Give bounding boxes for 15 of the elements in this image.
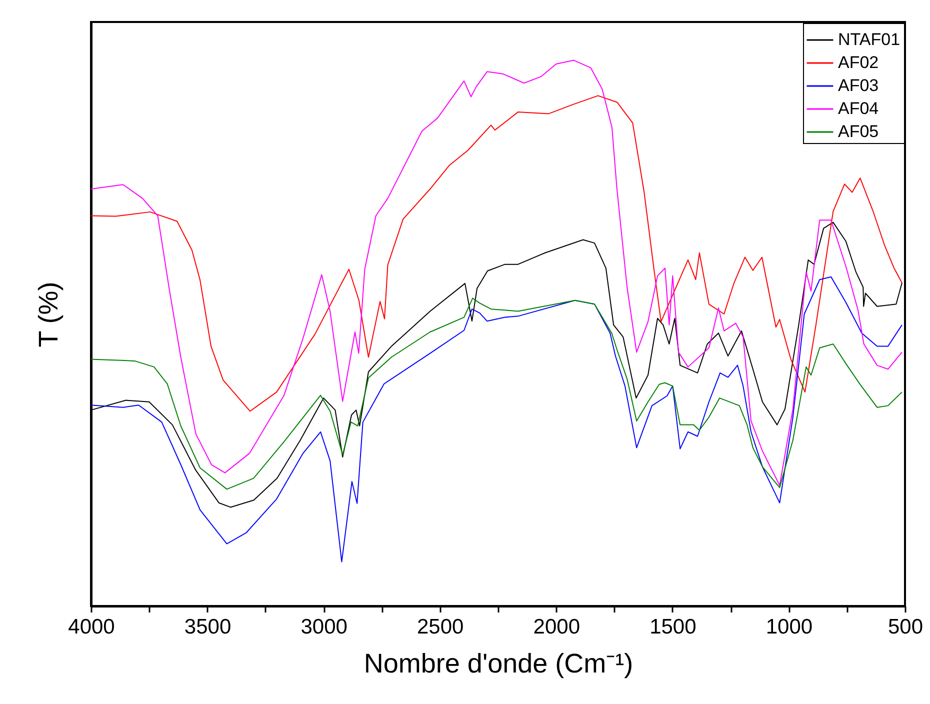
y-axis-title: T (%) [34,282,64,348]
x-axis-title: Nombre d'onde (Cm⁻¹) [364,648,634,678]
legend-label: AF05 [838,122,879,141]
x-tick-label: 3500 [184,616,232,638]
x-tick-label: 2500 [417,616,464,638]
legend-label: AF04 [838,99,879,118]
x-tick-label: 1500 [650,616,696,638]
x-tick-label: 4000 [68,616,115,638]
x-tick-label: 500 [888,616,924,638]
x-tick-label: 3000 [300,616,348,638]
legend-label: AF02 [838,53,879,72]
legend-label: NTAF01 [838,30,900,49]
x-tick-label: 1000 [766,616,813,638]
x-tick-label: 2000 [533,616,580,638]
legend-label: AF03 [838,76,879,95]
